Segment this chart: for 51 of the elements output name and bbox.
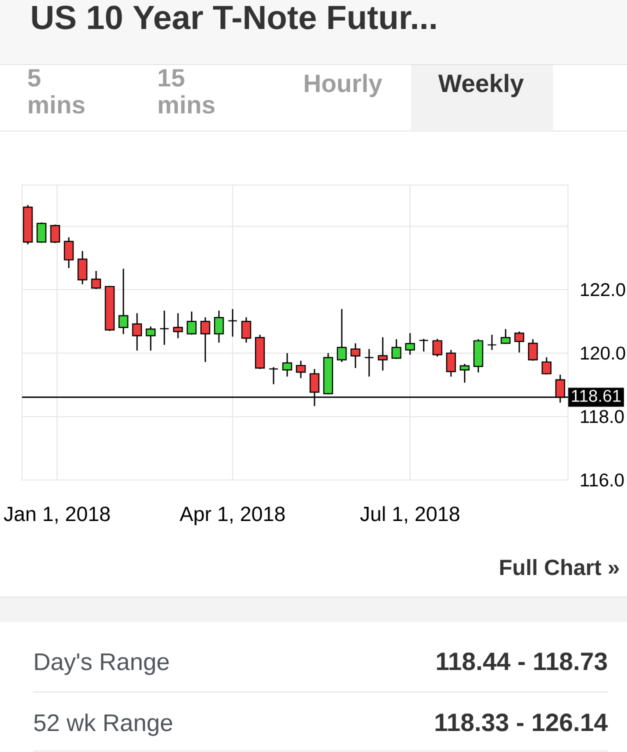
y-tick-label: 120.0 [580, 346, 626, 360]
candlestick [159, 310, 170, 346]
y-tick-label: 116.0 [580, 473, 624, 487]
x-tick-label: Jan 1, 2018 [4, 506, 110, 524]
candlestick [214, 310, 224, 344]
candlestick [146, 326, 156, 352]
candlestick [132, 312, 142, 352]
candlestick [268, 366, 278, 385]
candlestick [514, 330, 524, 354]
y-tick-label: 118.0 [580, 410, 624, 424]
candlestick [50, 224, 60, 244]
candlestick [364, 348, 374, 378]
text: Day's Range [35, 653, 169, 675]
candlestick [200, 316, 210, 363]
x-tick-label: Jul 1, 2018 [360, 506, 460, 524]
candlestick [173, 312, 183, 339]
candlestick [78, 250, 88, 285]
text: 118.44 - 118.73 [436, 652, 607, 670]
candlestick [446, 349, 456, 378]
candlestick [241, 316, 252, 344]
text: Weekly [438, 74, 524, 98]
candlestick [500, 328, 511, 345]
candlestick [487, 334, 497, 351]
candlestick [528, 338, 538, 362]
chart-title: US 10 Year T-Note Futur... [32, 6, 436, 30]
ref-line-label: 118.61 [572, 390, 621, 402]
candlestick [36, 222, 46, 244]
y-tick-label: 122.0 [580, 283, 626, 296]
candlestick [350, 342, 360, 369]
candlestick [391, 338, 402, 360]
text: Hourly [304, 74, 382, 98]
candlestick [296, 360, 306, 379]
text: 5 mins [28, 69, 85, 114]
candlestick [228, 308, 238, 338]
text: 15 mins [158, 69, 215, 114]
candlestick [432, 338, 442, 358]
candlestick [64, 236, 74, 269]
candlestick [418, 338, 429, 352]
candlestick [118, 268, 128, 335]
text: 52 wk Range [34, 714, 172, 736]
text: 118.33 - 126.14 [436, 714, 608, 732]
candlestick [186, 310, 197, 336]
text: Full Chart » [500, 559, 619, 576]
candlestick [460, 363, 470, 384]
x-tick-label: Apr 1, 2018 [180, 506, 285, 526]
candlestick [91, 270, 102, 290]
candlestick [336, 308, 347, 363]
candlestick [405, 332, 415, 356]
candlestick [542, 356, 552, 376]
candlestick [282, 352, 292, 378]
candlestick [378, 336, 388, 372]
